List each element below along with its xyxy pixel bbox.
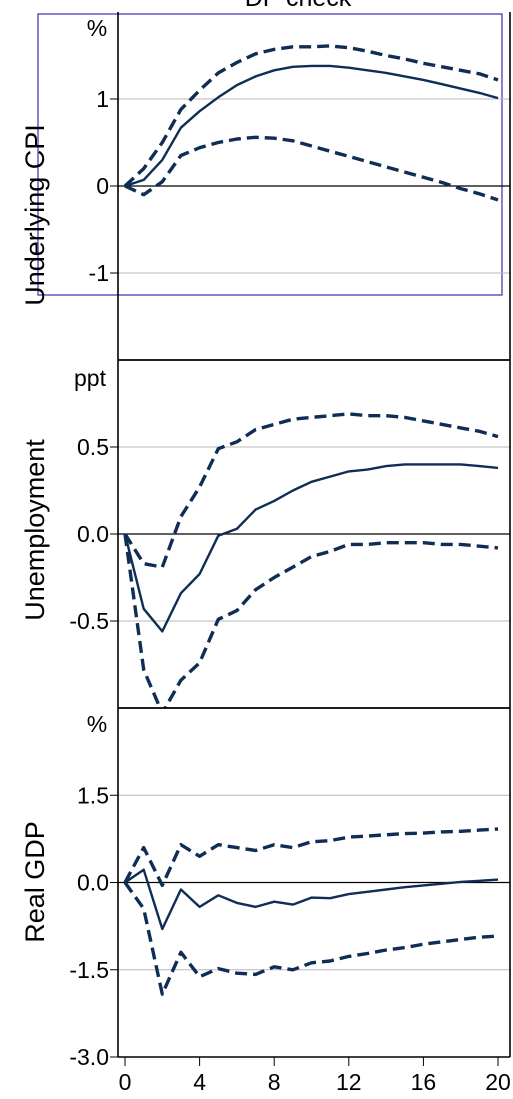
y-axis-label-gdp: Real GDP bbox=[20, 821, 50, 943]
series-line-lower-bound bbox=[123, 881, 499, 996]
y-axis-label-cpi: Underlying CPI bbox=[20, 124, 50, 306]
x-tick-label: 8 bbox=[268, 1069, 281, 1095]
y-tick-label: 0.0 bbox=[77, 521, 109, 547]
x-tick-label: 12 bbox=[336, 1069, 362, 1095]
y-tick-label: -1 bbox=[89, 260, 109, 286]
x-tick-label: 20 bbox=[485, 1069, 511, 1095]
series-line-upper-bound bbox=[123, 827, 499, 888]
x-tick-label: 0 bbox=[119, 1069, 132, 1095]
x-tick-label: 16 bbox=[411, 1069, 437, 1095]
series-line-upper-bound bbox=[123, 412, 499, 569]
panel-unemployment: ppt Unemployment -0.5 0.0 0.5 bbox=[20, 365, 510, 708]
series-line-lower-bound bbox=[123, 533, 499, 708]
unit-label-gdp: % bbox=[87, 711, 107, 737]
y-tick-label: 0 bbox=[96, 173, 109, 199]
figure-title: DP check bbox=[245, 0, 352, 12]
series-line-median bbox=[124, 64, 499, 188]
y-tick-label: -1.5 bbox=[69, 957, 109, 983]
y-tick-label: -0.5 bbox=[69, 608, 109, 634]
y-tick-label: 1.5 bbox=[77, 782, 109, 808]
series-line-median bbox=[124, 868, 499, 931]
unit-label-unemployment: ppt bbox=[74, 365, 107, 391]
y-axis-label-unemployment: Unemployment bbox=[20, 439, 50, 621]
panel-real-gdp: % Real GDP -3.0 -1.5 0.0 1.5 0 4 8 12 16 20 bbox=[20, 711, 511, 1095]
series-line-median bbox=[123, 463, 499, 633]
panel-underlying-cpi: % Underlying CPI -1 0 1 bbox=[20, 13, 510, 306]
selection-box bbox=[37, 13, 503, 296]
unit-label-cpi: % bbox=[87, 15, 107, 41]
y-tick-label: 1 bbox=[96, 86, 109, 112]
series-line-lower-bound bbox=[124, 135, 499, 202]
y-tick-label: 0.5 bbox=[77, 434, 109, 460]
y-tick-label: -3.0 bbox=[69, 1044, 109, 1070]
y-tick-label: 0.0 bbox=[77, 870, 109, 896]
x-tick-label: 4 bbox=[193, 1069, 206, 1095]
